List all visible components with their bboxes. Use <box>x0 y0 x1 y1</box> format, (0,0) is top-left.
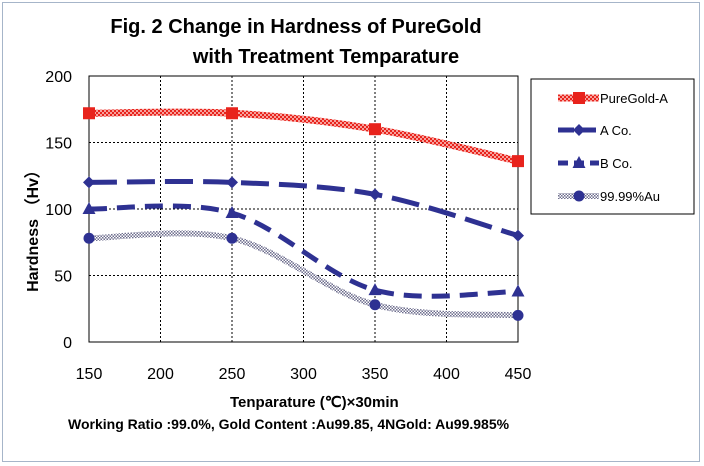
legend-label-3: 99.99%Au <box>600 189 660 204</box>
data-point-series-0 <box>512 155 524 168</box>
series-line-2 <box>88 203 519 299</box>
legend-marker-1 <box>573 124 585 136</box>
chart-title-line2: with Treatment Temparature <box>192 46 460 68</box>
data-point-series-0 <box>369 123 381 136</box>
legend-marker-0 <box>573 92 585 104</box>
data-point-series-0 <box>226 107 238 120</box>
legend-marker-3 <box>573 190 585 202</box>
series-line-1 <box>88 179 519 239</box>
data-point-series-1 <box>83 176 95 189</box>
data-point-series-2 <box>511 284 525 297</box>
data-point-series-3 <box>512 309 524 321</box>
data-point-series-3 <box>83 232 95 244</box>
series-line-3 <box>88 230 519 319</box>
data-point-series-0 <box>83 107 95 120</box>
x-tick-label: 250 <box>219 366 246 383</box>
legend-marker-2 <box>572 156 586 168</box>
data-point-series-1 <box>226 176 238 189</box>
y-tick-label: 0 <box>63 335 72 352</box>
x-tick-label: 150 <box>76 366 103 383</box>
y-tick-label: 200 <box>45 69 72 86</box>
series-line-0 <box>88 108 519 165</box>
data-point-series-1 <box>369 188 381 201</box>
x-tick-label: 350 <box>362 366 389 383</box>
data-point-series-2 <box>225 205 239 218</box>
data-point-series-2 <box>368 283 382 296</box>
legend-label-0: PureGold-A <box>600 91 668 106</box>
x-tick-label: 200 <box>147 366 174 383</box>
data-point-series-2 <box>82 202 96 214</box>
data-point-series-1 <box>512 229 524 242</box>
y-tick-label: 100 <box>45 202 72 219</box>
x-tick-label: 300 <box>290 366 317 383</box>
x-tick-label: 450 <box>505 366 532 383</box>
data-point-series-3 <box>369 299 381 311</box>
y-tick-label: 50 <box>54 269 72 286</box>
chart-title-line1: Fig. 2 Change in Hardness of PureGold <box>110 16 482 38</box>
footer-note: Working Ratio :99.0%, Gold Content :Au99… <box>68 416 510 432</box>
data-point-series-3 <box>226 232 238 244</box>
x-axis-label: Tenparature (℃)×30min <box>230 394 399 411</box>
legend-label-2: B Co. <box>600 156 633 171</box>
y-tick-label: 150 <box>45 136 72 153</box>
legend-label-1: A Co. <box>600 123 632 138</box>
x-tick-label: 400 <box>433 366 460 383</box>
